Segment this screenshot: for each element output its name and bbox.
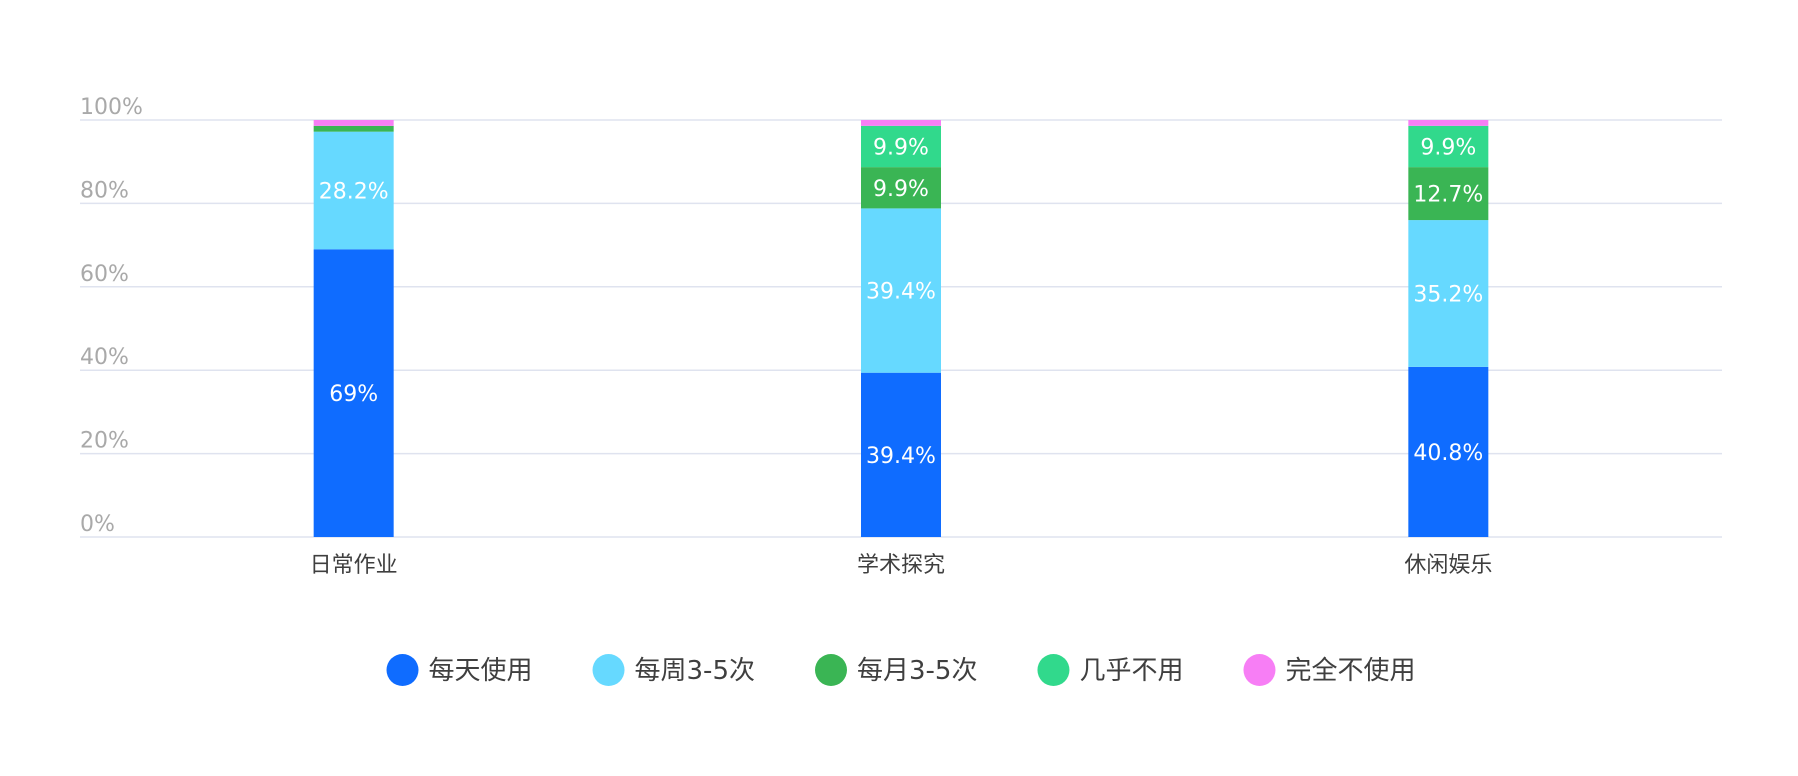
bar-value-label: 28.2% bbox=[319, 179, 389, 204]
y-tick-label: 80% bbox=[80, 178, 129, 203]
bar-segment bbox=[861, 120, 941, 126]
bar-segment bbox=[313, 125, 394, 132]
bar-segment bbox=[1408, 366, 1489, 537]
bar-value-label: 69% bbox=[329, 382, 378, 407]
legend-label: 几乎不用 bbox=[1079, 656, 1183, 686]
legend-label: 每天使用 bbox=[429, 656, 533, 686]
legend-swatch bbox=[814, 654, 847, 686]
y-tick-label: 0% bbox=[80, 512, 115, 537]
y-tick-label: 60% bbox=[80, 262, 129, 287]
bar-value-label: 12.7% bbox=[1413, 183, 1483, 208]
bar-segment bbox=[1408, 220, 1489, 367]
legend-item: 几乎不用 bbox=[1037, 654, 1183, 686]
bar-value-label: 35.2% bbox=[1413, 282, 1483, 307]
bar-value-label: 9.9% bbox=[873, 135, 929, 160]
legend: 每天使用 每周3-5次 每月3-5次 几乎不用 完全不使用 bbox=[386, 654, 1415, 686]
x-axis-category-labels: 日常作业 学术探究 休闲娱乐 bbox=[310, 553, 1493, 578]
bar-segment bbox=[861, 167, 941, 209]
x-tick-label: 学术探究 bbox=[857, 553, 945, 578]
bar-segment bbox=[1408, 120, 1489, 126]
bar-segment bbox=[861, 372, 941, 537]
y-axis-tick-labels: 0% 20% 40% 60% 80% 100% bbox=[80, 95, 143, 537]
bar-segment bbox=[313, 131, 394, 250]
legend-label: 每周3-5次 bbox=[635, 656, 755, 686]
legend-swatch bbox=[1243, 654, 1276, 686]
legend-swatch bbox=[1037, 654, 1070, 686]
bar-value-label: 39.4% bbox=[866, 444, 936, 469]
y-tick-label: 20% bbox=[80, 429, 129, 454]
bar-segment bbox=[313, 120, 394, 126]
legend-swatch bbox=[386, 654, 419, 686]
bar-segment bbox=[861, 125, 941, 168]
bar-value-label: 40.8% bbox=[1413, 441, 1483, 466]
bar-segment bbox=[313, 249, 394, 537]
x-tick-label: 休闲娱乐 bbox=[1404, 553, 1492, 578]
y-tick-label: 100% bbox=[80, 95, 143, 120]
y-tick-label: 40% bbox=[80, 345, 129, 370]
bar-segment bbox=[861, 208, 941, 373]
legend-item: 每月3-5次 bbox=[814, 654, 977, 686]
legend-item: 每天使用 bbox=[386, 654, 533, 686]
x-tick-label: 日常作业 bbox=[310, 553, 398, 578]
bars: 69% 28.2% 39.4% 39.4% 9.9% 9.9% 40.8% 35.2% 12.7… bbox=[313, 120, 1489, 537]
legend-swatch bbox=[592, 654, 625, 686]
legend-label: 每月3-5次 bbox=[857, 656, 977, 686]
bar-value-label: 9.9% bbox=[873, 177, 929, 202]
legend-item: 完全不使用 bbox=[1243, 654, 1415, 686]
legend-label: 完全不使用 bbox=[1285, 656, 1415, 686]
bar-segment bbox=[1408, 125, 1489, 168]
bar-value-label: 39.4% bbox=[866, 280, 936, 305]
legend-item: 每周3-5次 bbox=[592, 654, 755, 686]
bar-value-label: 9.9% bbox=[1420, 135, 1476, 160]
bar-segment bbox=[1408, 167, 1489, 221]
